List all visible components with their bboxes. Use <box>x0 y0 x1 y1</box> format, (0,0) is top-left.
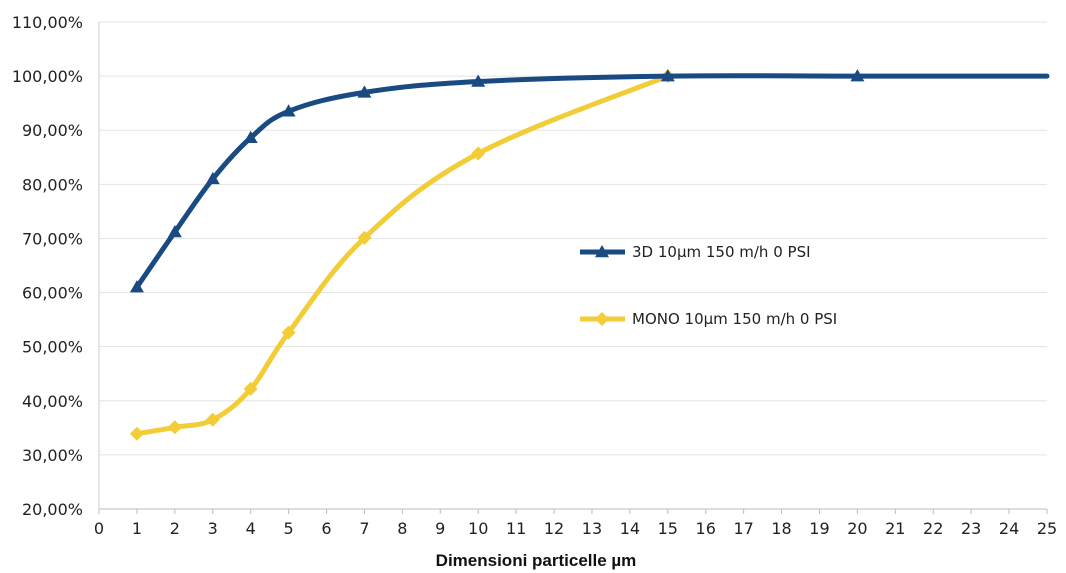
data-point <box>471 146 486 161</box>
y-tick-label: 80,00% <box>22 175 83 194</box>
x-tick-label: 22 <box>923 519 943 538</box>
data-point <box>205 171 220 185</box>
y-tick-label: 70,00% <box>22 229 83 248</box>
series-line <box>134 73 1050 290</box>
x-tick-label: 25 <box>1037 519 1057 538</box>
x-tick-label: 2 <box>170 519 180 538</box>
x-tick-label: 17 <box>733 519 753 538</box>
legend-swatch-marker <box>595 312 609 326</box>
y-tick-label: 50,00% <box>22 338 83 357</box>
x-tick-label: 4 <box>246 519 256 538</box>
x-tick-label: 14 <box>620 519 640 538</box>
data-point <box>281 325 296 340</box>
y-tick-label: 60,00% <box>22 284 83 303</box>
data-point <box>471 74 486 87</box>
x-tick-label: 3 <box>208 519 218 538</box>
data-point <box>850 69 865 82</box>
x-tick-label: 7 <box>359 519 369 538</box>
series-0 <box>129 69 1050 293</box>
data-point <box>660 69 675 82</box>
x-axis-title: Dimensioni particelle µm <box>436 551 637 570</box>
y-tick-label: 100,00% <box>12 67 83 86</box>
y-tick-label: 40,00% <box>22 392 83 411</box>
series-line <box>134 73 671 437</box>
data-point <box>243 130 258 144</box>
data-point <box>129 426 144 441</box>
x-tick-label: 9 <box>435 519 445 538</box>
y-tick-label: 90,00% <box>22 121 83 140</box>
legend-item: MONO 10µm 150 m/h 0 PSI <box>580 310 837 328</box>
x-tick-label: 20 <box>847 519 867 538</box>
legend: 3D 10µm 150 m/h 0 PSI MONO 10µm 150 m/h 0… <box>580 243 837 328</box>
data-point <box>357 230 372 245</box>
data-point <box>281 104 296 117</box>
grid-layer <box>99 21 1047 510</box>
x-tick-label: 24 <box>999 519 1019 538</box>
x-tick-label: 15 <box>658 519 678 538</box>
data-point <box>167 224 182 238</box>
data-point <box>167 420 182 435</box>
x-tick-label: 5 <box>284 519 294 538</box>
x-tick-label: 12 <box>544 519 564 538</box>
x-tick-label: 1 <box>132 519 142 538</box>
series-layer <box>129 69 1050 441</box>
x-tick-label: 0 <box>94 519 104 538</box>
x-tick-label: 11 <box>506 519 526 538</box>
x-tick-label: 10 <box>468 519 488 538</box>
x-tick-label: 19 <box>809 519 829 538</box>
legend-label: 3D 10µm 150 m/h 0 PSI <box>632 243 811 261</box>
x-tick-label: 18 <box>771 519 791 538</box>
data-point <box>243 381 258 396</box>
data-point <box>129 280 144 293</box>
x-tick-label: 21 <box>885 519 905 538</box>
legend-label: MONO 10µm 150 m/h 0 PSI <box>632 310 837 328</box>
series-1 <box>129 69 675 441</box>
x-tick-label: 13 <box>582 519 602 538</box>
x-tick-label: 16 <box>696 519 716 538</box>
axis-layer: 20,00% 30,00% 40,00% 50,00% 60,00% 70,00% 80,0… <box>12 13 1057 538</box>
x-tick-label: 23 <box>961 519 981 538</box>
x-tick-label: 8 <box>397 519 407 538</box>
y-tick-label: 30,00% <box>22 446 83 465</box>
legend-item: 3D 10µm 150 m/h 0 PSI <box>580 243 811 261</box>
y-tick-label: 20,00% <box>22 500 83 519</box>
y-tick-label: 110,00% <box>12 13 83 32</box>
data-point <box>205 412 220 427</box>
x-tick-label: 6 <box>321 519 331 538</box>
data-point <box>357 85 372 98</box>
legend-swatch-marker <box>595 245 609 258</box>
